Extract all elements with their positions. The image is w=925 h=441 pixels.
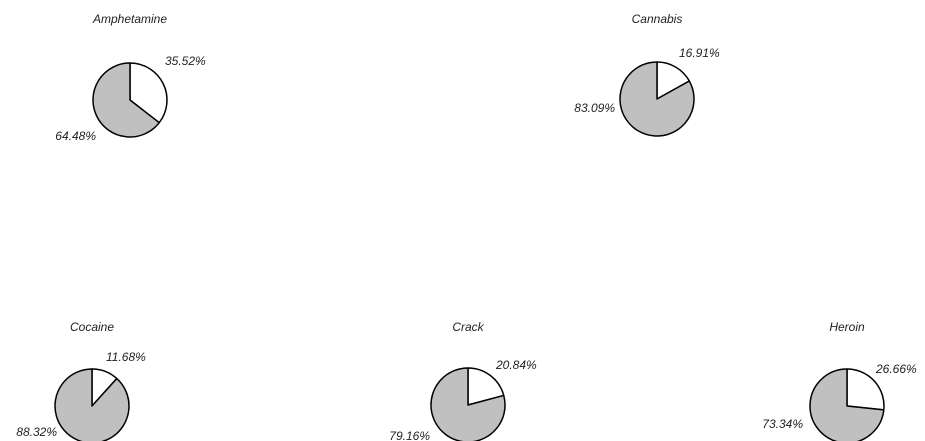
pie-group-heroin: Heroin 26.66% 73.34% [762, 320, 917, 441]
pie-slice [619, 61, 695, 137]
pie-slice [54, 368, 130, 441]
pie-slice [430, 367, 506, 441]
pie-title: Cocaine [70, 320, 114, 334]
pie-slice [92, 62, 160, 138]
pie-group-crack: Crack 20.84% 79.16% [389, 320, 537, 441]
pie-slice [129, 62, 168, 124]
slice-label: 20.84% [495, 358, 537, 372]
pie-group-cocaine: Cocaine 11.68% 88.32% [16, 320, 146, 441]
pie-title: Heroin [829, 320, 865, 334]
pie-slice [846, 368, 885, 411]
pie-title: Amphetamine [92, 12, 167, 26]
pie-title: Crack [452, 320, 484, 334]
slice-label: 35.52% [165, 54, 206, 68]
slice-label: 88.32% [16, 425, 57, 439]
pie-title: Cannabis [632, 12, 683, 26]
pie-group-cannabis: Cannabis 16.91% 83.09% [574, 12, 720, 137]
pie-slice [809, 368, 885, 441]
slice-label: 11.68% [106, 350, 146, 364]
pie-group-amphetamine: Amphetamine 35.52% 64.48% [55, 12, 206, 143]
slice-label: 64.48% [55, 129, 96, 143]
slice-label: 26.66% [875, 362, 917, 376]
slice-label: 73.34% [762, 417, 803, 431]
slice-label: 79.16% [389, 429, 430, 441]
pie-slice [467, 367, 505, 406]
slice-label: 83.09% [574, 101, 615, 115]
slice-label: 16.91% [679, 46, 720, 60]
